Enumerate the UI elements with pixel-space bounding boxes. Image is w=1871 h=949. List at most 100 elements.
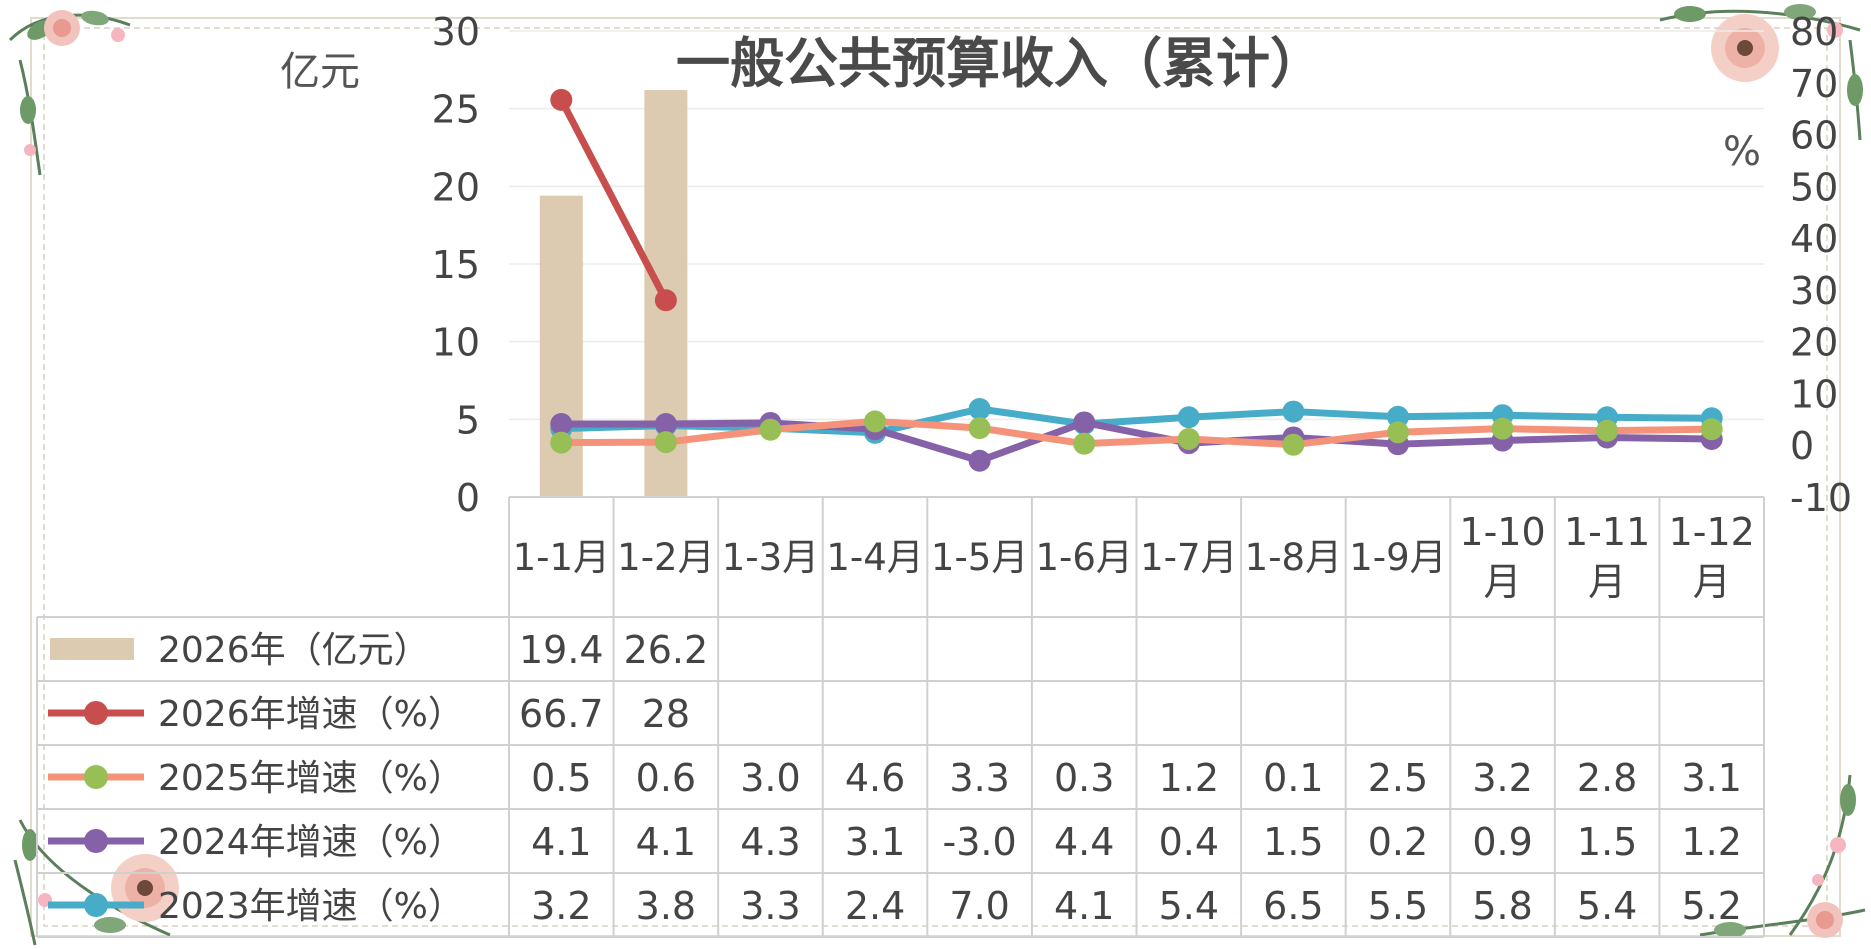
table-cell-value: 0.5 [531, 756, 591, 800]
x-axis-tick-label: 1-2月 [617, 536, 714, 579]
table-cell-value: 66.7 [519, 692, 604, 736]
data-point [864, 410, 887, 433]
table-cell-value: 5.4 [1159, 884, 1219, 928]
x-axis-tick-label: 1-3月 [722, 536, 819, 579]
data-point [654, 412, 677, 435]
data-point [968, 449, 991, 472]
right-axis-tick-label: 70 [1790, 62, 1838, 106]
right-axis-tick-label: -10 [1790, 476, 1852, 520]
legend-swatch-marker [84, 893, 108, 917]
left-axis: 0 5 10 15 20 25 30 [432, 10, 480, 520]
left-axis-tick-label: 5 [456, 398, 480, 442]
left-axis-tick-label: 25 [432, 88, 480, 132]
legend-swatch-marker [84, 829, 108, 853]
table-cell-value: 0.2 [1368, 820, 1428, 864]
right-axis-tick-label: 30 [1790, 269, 1838, 313]
right-axis-tick-label: 50 [1790, 165, 1838, 209]
table-cell-value: 1.2 [1681, 820, 1741, 864]
table-cell-value: 1.2 [1159, 756, 1219, 800]
x-axis-tick-label: 1-1月 [513, 536, 610, 579]
x-axis-tick-label: 1-10 月 [1459, 510, 1545, 604]
right-axis: -10 0 10 20 30 40 50 60 70 80 [1790, 10, 1852, 520]
table-cell-value: 2.4 [845, 884, 905, 928]
series-line [561, 405, 1712, 437]
left-axis-tick-label: 20 [432, 165, 480, 209]
data-point [1700, 418, 1723, 441]
legend-entry-label: 2026年（亿元） [158, 630, 430, 671]
data-point [1596, 419, 1619, 442]
table-cell-value: 0.1 [1263, 756, 1323, 800]
data-point [654, 289, 677, 312]
table-cell-value: 3.1 [1681, 756, 1741, 800]
right-axis-tick-label: 60 [1790, 114, 1838, 158]
data-point [1386, 421, 1409, 444]
data-point [759, 418, 782, 441]
table-cell-value: 4.6 [845, 756, 905, 800]
table-cell-value: 3.3 [740, 884, 800, 928]
right-axis-unit-label: % [1723, 129, 1761, 175]
x-axis-tick-label: 1-9月 [1349, 536, 1446, 579]
legend-swatch-bar [50, 638, 134, 660]
flower-decoration-bottom-right [1699, 774, 1866, 938]
legend-entry-label: 2024年增速（%） [158, 822, 464, 863]
data-point [550, 431, 573, 454]
data-point [1177, 406, 1200, 429]
legend-swatch-marker [84, 701, 108, 725]
series-line [558, 98, 669, 302]
table-cell-value: 3.1 [845, 820, 905, 864]
page-frame-inner [43, 27, 1828, 927]
right-axis-tick-label: 40 [1790, 217, 1838, 261]
table-cell-value: 3.3 [949, 756, 1009, 800]
legend-entry-label: 2025年增速（%） [158, 758, 464, 799]
data-point [1491, 417, 1514, 440]
table-cell-value: 0.9 [1472, 820, 1532, 864]
x-axis-tick-label: 1-6月 [1035, 536, 1132, 579]
data-point [550, 412, 573, 435]
table-cell-value: 28 [642, 692, 690, 736]
table-cell-value: 4.1 [1054, 884, 1114, 928]
data-point [1073, 411, 1096, 434]
data-point [1177, 428, 1200, 451]
left-axis-tick-label: 30 [432, 10, 480, 54]
table-cell-value: 5.8 [1472, 884, 1532, 928]
table-cell-value: 3.8 [636, 884, 696, 928]
right-axis-tick-label: 10 [1790, 372, 1838, 416]
right-axis-tick-label: 0 [1790, 424, 1814, 468]
table-cell-value: 4.4 [1054, 820, 1114, 864]
table-cell-value: 1.5 [1577, 820, 1637, 864]
flower-decoration-top-left [8, 10, 131, 176]
data-point [1386, 405, 1409, 428]
data-point [1282, 433, 1305, 456]
left-axis-tick-label: 15 [432, 243, 480, 287]
legend-swatch-marker [84, 765, 108, 789]
table-cell-value: 7.0 [949, 884, 1009, 928]
data-point [550, 88, 573, 111]
table-cell-value: 6.5 [1263, 884, 1323, 928]
table-cell-value: 2.8 [1577, 756, 1637, 800]
table-cell-value: 1.5 [1263, 820, 1323, 864]
data-point [1282, 400, 1305, 423]
table-cell-value: 26.2 [624, 628, 709, 672]
legend-entry-label: 2023年增速（%） [158, 886, 464, 927]
left-axis-tick-label: 0 [456, 476, 480, 520]
data-point [654, 431, 677, 454]
table-cell-value: 4.3 [740, 820, 800, 864]
right-axis-tick-label: 80 [1790, 10, 1838, 54]
chart-title: 一般公共预算收入（累计） [676, 32, 1324, 95]
x-axis-tick-label: 1-11 月 [1564, 510, 1650, 604]
table-cell-value: 3.2 [531, 884, 591, 928]
line-series [550, 88, 1723, 472]
table-cell-value: 3.2 [1472, 756, 1532, 800]
table-cell-value: 0.4 [1159, 820, 1219, 864]
data-table: 1-1月 1-2月 1-3月 1-4月 1-5月 1-6月 1-7月 1-8月 1-9月 1-10… [36, 496, 1765, 938]
right-axis-tick-label: 20 [1790, 321, 1838, 365]
table-cell-value: 4.1 [531, 820, 591, 864]
x-axis-tick-label: 1-8月 [1245, 536, 1342, 579]
table-cell-value: 19.4 [519, 628, 604, 672]
data-point [968, 417, 991, 440]
table-cell-value: -3.0 [943, 820, 1017, 864]
series-line [561, 417, 1712, 449]
x-axis-tick-label: 1-7月 [1140, 536, 1237, 579]
